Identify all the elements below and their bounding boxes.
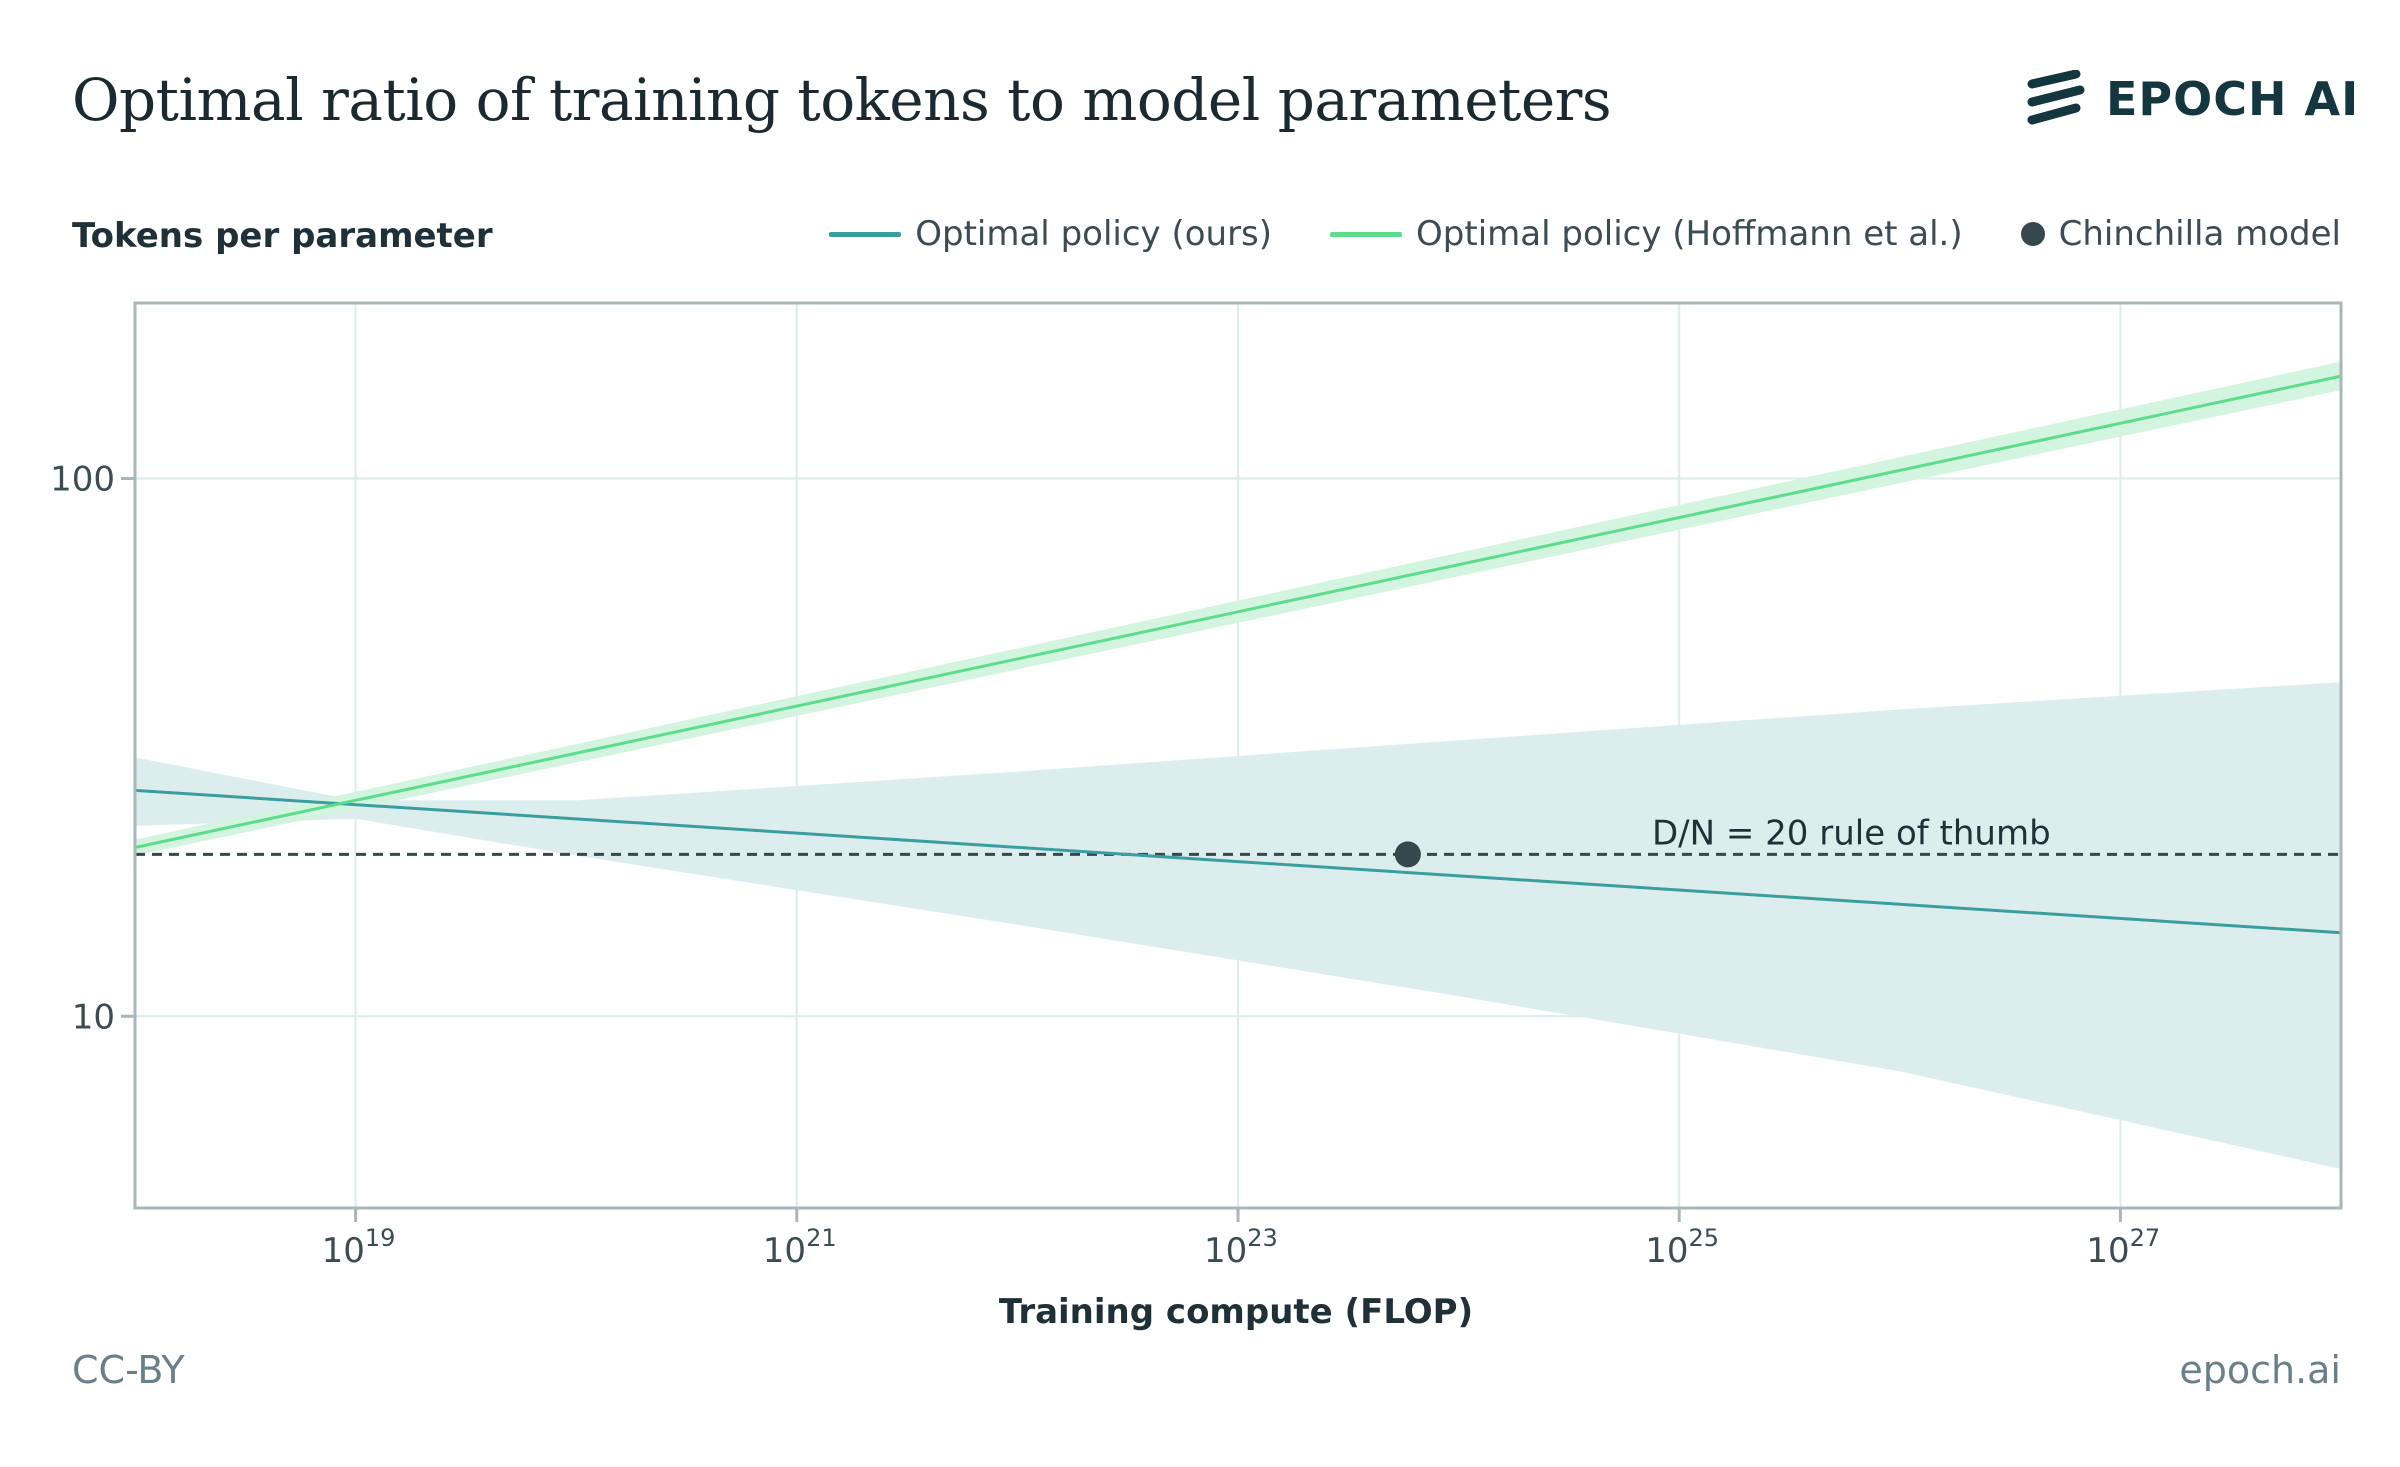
x-tick-label: 1023 [1204, 1224, 1278, 1271]
logo-text: EPOCH AI [2106, 72, 2360, 126]
epoch-ai-logo: EPOCH AI [2024, 69, 2358, 130]
x-tick-label: 1027 [2086, 1224, 2160, 1271]
epoch-logo-icon [2027, 69, 2085, 125]
legend-item-chinchilla: Chinchilla model [2020, 214, 2341, 254]
chinchilla-point [1394, 841, 1421, 868]
legend-item-ours: Optimal policy (ours) [829, 214, 1272, 254]
x-tick-label: 1025 [1645, 1224, 1719, 1271]
legend-swatch-hoffmann [1330, 231, 1403, 237]
legend-item-hoffmann: Optimal policy (Hoffmann et al.) [1330, 214, 1963, 254]
rule-of-thumb-label: D/N = 20 rule of thumb [1652, 813, 2051, 853]
y-tick-label: 100 [50, 459, 115, 499]
y-axis-label: Tokens per parameter [72, 216, 493, 256]
legend: Optimal policy (ours) Optimal policy (Ho… [829, 214, 2341, 254]
hoffmann-confidence-band [135, 361, 2341, 856]
legend-label-chinchilla: Chinchilla model [2058, 214, 2341, 254]
x-tick-label: 1021 [763, 1224, 837, 1271]
ours-confidence-band [135, 682, 2341, 1169]
legend-label-hoffmann: Optimal policy (Hoffmann et al.) [1416, 214, 1963, 254]
site-link[interactable]: epoch.ai [2179, 1348, 2341, 1392]
x-axis-label: Training compute (FLOP) [998, 1292, 1474, 1332]
ours-series-line [134, 788, 2342, 935]
y-tick-label: 10 [72, 997, 115, 1037]
legend-swatch-chinchilla [2020, 222, 2045, 246]
chart-title: Optimal ratio of training tokens to mode… [72, 66, 1612, 134]
hoffmann-series-line [134, 374, 2342, 849]
legend-swatch-ours [829, 231, 902, 237]
legend-label-ours: Optimal policy (ours) [915, 214, 1273, 254]
license-label: CC-BY [72, 1348, 185, 1392]
x-tick-label: 1019 [322, 1224, 396, 1271]
